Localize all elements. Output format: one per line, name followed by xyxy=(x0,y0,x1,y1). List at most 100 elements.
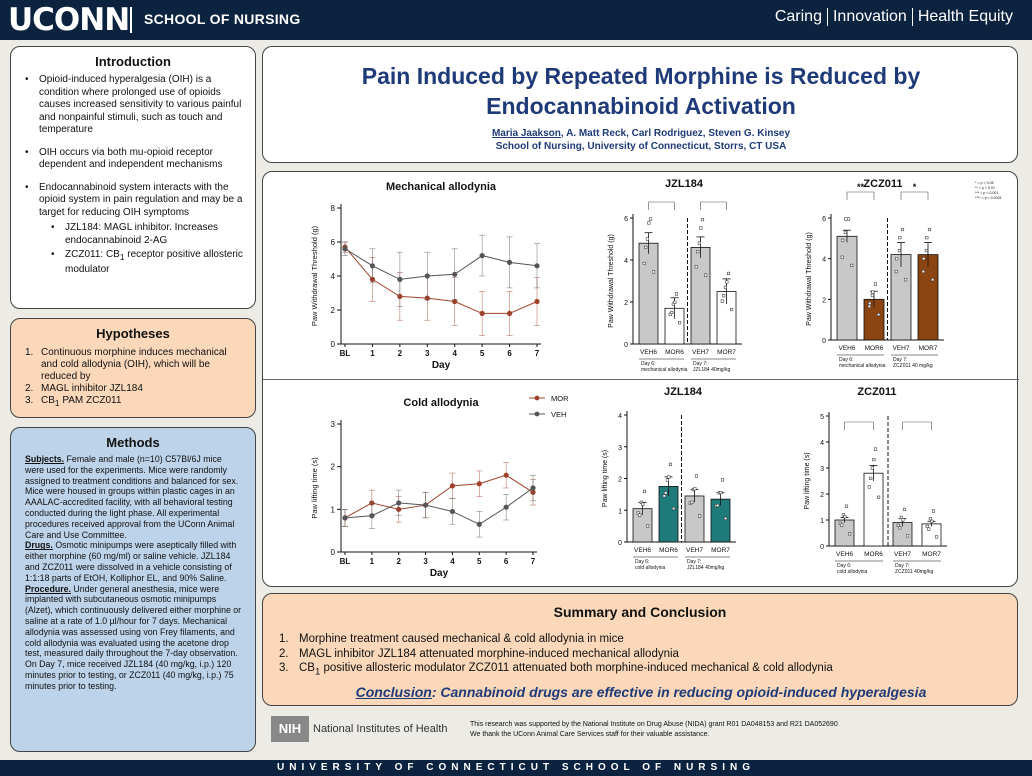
chart1-group-label-day7-line-2: JZL184 40mg/kg xyxy=(693,367,730,373)
chart5-data-point xyxy=(840,523,844,527)
chart2-bar-mor7 xyxy=(917,254,939,341)
summary-panel: Summary and Conclusion 1. Morphine treatm… xyxy=(262,593,1018,706)
chart1-y-tick-label: 6 xyxy=(624,216,628,223)
summary-item-2-num: 2. xyxy=(279,647,289,660)
chart1-comparison-bracket xyxy=(648,201,675,210)
chart5-category-label: MOR7 xyxy=(922,551,941,558)
summary-item-3-pre: CB xyxy=(299,662,315,674)
chart2-group-label-day6-line-1: Day 6: xyxy=(839,357,853,363)
chart5-data-point xyxy=(931,509,936,513)
chart5-group-label-day6-line-1: Day 6: xyxy=(837,563,851,569)
hypothesis-3-post: PAM ZCZ011 xyxy=(59,395,122,406)
chart5-bar-mor6 xyxy=(863,472,884,547)
chart2-data-point xyxy=(844,217,848,221)
chart1-y-tick-label: 4 xyxy=(624,258,628,265)
chart3-veh-point xyxy=(396,500,402,506)
chart1-data-point xyxy=(674,292,679,296)
chart0-y-tick-label: 8 xyxy=(331,204,336,213)
intro-sub-2-pre: ZCZ011: CB xyxy=(65,249,120,260)
figures-canvas: 0 2 4 6 8 BL 1 2 3 4 5 6 7 Mechanical allodynia Day Paw… xyxy=(310,178,1002,579)
chart2-data-point xyxy=(840,255,844,259)
chart0-y-tick-label: 4 xyxy=(331,272,336,281)
chart3-y-tick-label: 1 xyxy=(331,505,336,514)
chart2-data-point xyxy=(868,301,872,305)
chart3-veh-point xyxy=(476,521,482,527)
chart0-y-tick-label: 6 xyxy=(331,238,336,247)
chart5-category-label: MOR6 xyxy=(864,551,883,558)
chart3-x-tick-label: BL xyxy=(340,557,351,566)
chart3-x-tick-label: 7 xyxy=(531,557,536,566)
chart1-data-point xyxy=(720,299,724,303)
chart5-data-point xyxy=(872,457,876,462)
chart2-y-tick-label: 4 xyxy=(822,257,826,264)
chart1-group-label-day7-line-1: Day 7: xyxy=(693,361,707,367)
chart5-data-point xyxy=(901,518,905,522)
poster-title-line-2: Endocannabinoid Activation xyxy=(486,93,796,119)
chart2-data-point xyxy=(904,278,908,282)
introduction-list: Opioid-induced hyperalgesia (OIH) is a c… xyxy=(25,74,245,276)
author-first: Maria Jaakson xyxy=(491,128,561,139)
chart3-x-label: Day xyxy=(430,568,449,579)
chart0-veh-point xyxy=(452,271,458,277)
chart1-data-point xyxy=(697,241,701,245)
intro-bullet-2: OIH occurs via both mu-opioid receptor d… xyxy=(25,147,245,172)
procedure-text: Under general anesthesia, mice were impl… xyxy=(25,583,242,691)
chart3-y-tick-label: 2 xyxy=(331,463,336,472)
chart5-data-point xyxy=(873,447,878,451)
chart2-comparison-bracket xyxy=(900,191,929,200)
chart4-y-tick-label: 1 xyxy=(618,508,622,515)
chart3-title: Cold allodynia xyxy=(403,397,479,409)
chart5-y-tick-label: 4 xyxy=(820,440,824,447)
intro-sub-2: ZCZ011: CB1 receptor positive allosteric… xyxy=(51,249,245,276)
acknowledgement-staff: We thank the UConn Animal Care Services … xyxy=(470,731,710,738)
methods-drugs: Drugs. Osmotic minipumps were asepticall… xyxy=(25,540,243,583)
chart1-data-point xyxy=(700,218,705,222)
chart0-y-tick-label: 2 xyxy=(331,306,336,315)
intro-sub-2-sub: 1 xyxy=(119,252,125,262)
chart1-data-point xyxy=(723,285,727,289)
chart4-data-point xyxy=(646,524,650,528)
title-panel: Pain Induced by Repeated Morphine is Red… xyxy=(262,46,1018,163)
chart1-data-point xyxy=(644,245,648,249)
tagline-health-equity: Health Equity xyxy=(911,8,1018,26)
chart0-x-tick-label: BL xyxy=(340,349,351,358)
chart4-y-tick-label: 2 xyxy=(618,477,622,484)
chart3-mor-point xyxy=(503,472,509,478)
chart4-data-point xyxy=(694,474,699,478)
chart5-data-point xyxy=(928,517,932,521)
chart2-title: ZCZ011 xyxy=(863,178,902,190)
chart4-y-tick-label: 0 xyxy=(618,540,622,547)
poster-title: Pain Induced by Repeated Morphine is Red… xyxy=(263,61,1019,121)
chart4-y-tick-label: 4 xyxy=(618,413,622,420)
intro-bullet-1: Opioid-induced hyperalgesia (OIH) is a c… xyxy=(25,74,245,137)
chart4-data-point xyxy=(693,487,697,491)
intro-bullet-3-text: Endocannabinoid system interacts with th… xyxy=(39,181,243,218)
chart4-category-label: MOR6 xyxy=(659,547,678,554)
chart1-data-point xyxy=(670,310,674,315)
conclusion-text: : Cannabinoid drugs are effective in red… xyxy=(431,684,927,700)
chart4-data-point xyxy=(672,506,676,511)
chart5-data-point xyxy=(869,476,873,480)
chart3-veh-point xyxy=(342,515,348,521)
intro-sub-1: JZL184: MAGL inhibitor. Increases endoca… xyxy=(51,222,245,247)
chart2-data-point xyxy=(921,270,925,274)
chart5-y-tick-label: 1 xyxy=(820,518,824,525)
chart2-p-legend: *** = p < 0.001 xyxy=(975,191,998,195)
chart3-mor-point xyxy=(449,483,456,489)
chart2-data-point xyxy=(843,230,847,234)
chart5-data-point xyxy=(843,515,847,519)
drugs-label: Drugs. xyxy=(25,540,53,551)
footer-bar: UNIVERSITY OF CONNECTICUT SCHOOL OF NURS… xyxy=(0,760,1032,776)
chart1-data-point xyxy=(642,261,646,266)
chart0-veh-point xyxy=(424,273,430,279)
chart3-veh-line xyxy=(344,487,534,525)
chart5-category-label: VEH6 xyxy=(836,551,853,558)
summary-item-3-post: positive allosteric modulator ZCZ011 att… xyxy=(320,662,833,674)
chart0-x-tick-label: 6 xyxy=(507,349,512,358)
chart3-veh-point xyxy=(503,504,509,510)
chart3-legend-label: VEH xyxy=(551,410,566,419)
chart2-data-point xyxy=(894,270,898,274)
chart1-category-label: MOR7 xyxy=(717,349,736,356)
summary-item-1-num: 1. xyxy=(279,633,289,645)
chart5-y-tick-label: 5 xyxy=(820,414,824,421)
